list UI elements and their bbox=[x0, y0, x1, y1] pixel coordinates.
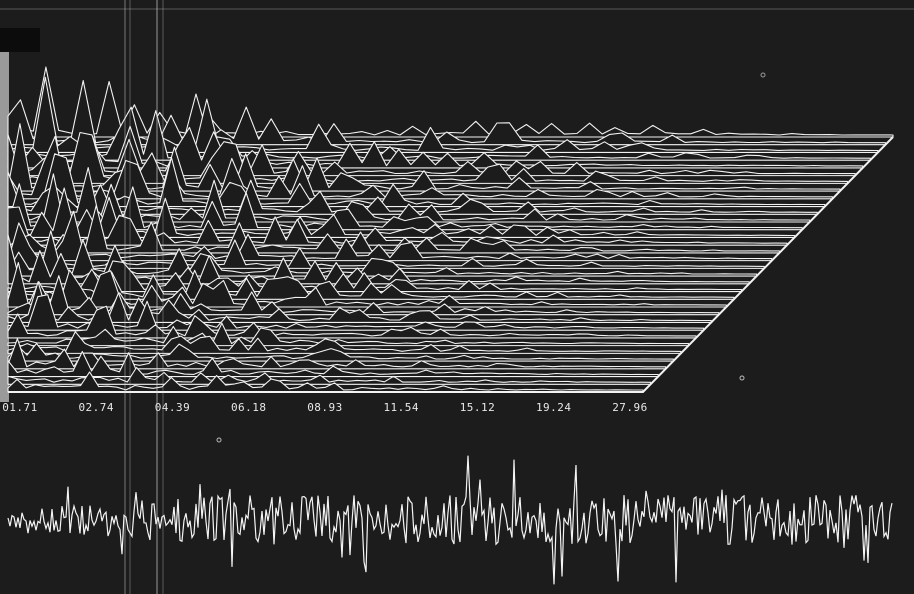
scan-artifacts bbox=[124, 0, 164, 594]
axis-label: 15.12 bbox=[460, 401, 496, 414]
spectrum-row bbox=[7, 281, 712, 324]
spectrum-row bbox=[7, 173, 803, 231]
axis-label: 06.18 bbox=[231, 401, 267, 414]
axis-label: 08.93 bbox=[307, 401, 343, 414]
spectrum-row bbox=[7, 342, 674, 362]
spectrum-row bbox=[7, 66, 894, 138]
waveform bbox=[7, 455, 893, 585]
frequency-axis: 01.71 02.74 04.39 06.18 08.93 11.54 15.12 19.24… bbox=[2, 401, 648, 414]
spectrum-row bbox=[7, 350, 659, 378]
corner-box bbox=[0, 28, 40, 52]
axis-label: 19.24 bbox=[536, 401, 572, 414]
waterfall-plot bbox=[7, 66, 894, 393]
dust-dot bbox=[760, 72, 766, 78]
waveform-trace bbox=[7, 455, 893, 585]
dust-dot bbox=[216, 437, 222, 443]
spectrum-row bbox=[7, 131, 849, 184]
axis-label: 04.39 bbox=[155, 401, 191, 414]
axis-label: 01.71 bbox=[2, 401, 38, 414]
axis-label: 27.96 bbox=[612, 401, 648, 414]
spectrum-row bbox=[7, 204, 780, 254]
top-edge bbox=[0, 8, 914, 10]
dust-dot bbox=[739, 375, 745, 381]
spectrum-row bbox=[7, 294, 705, 331]
spectrum-row bbox=[7, 338, 667, 370]
floor-edge bbox=[8, 136, 894, 393]
spectrum-row bbox=[7, 371, 644, 393]
left-strip bbox=[0, 52, 9, 402]
spectrum-row bbox=[7, 135, 833, 200]
spectrum-row bbox=[7, 269, 735, 300]
spectrum-row bbox=[7, 275, 720, 316]
axis-label: 02.74 bbox=[78, 401, 114, 414]
axis-label: 11.54 bbox=[383, 401, 419, 414]
